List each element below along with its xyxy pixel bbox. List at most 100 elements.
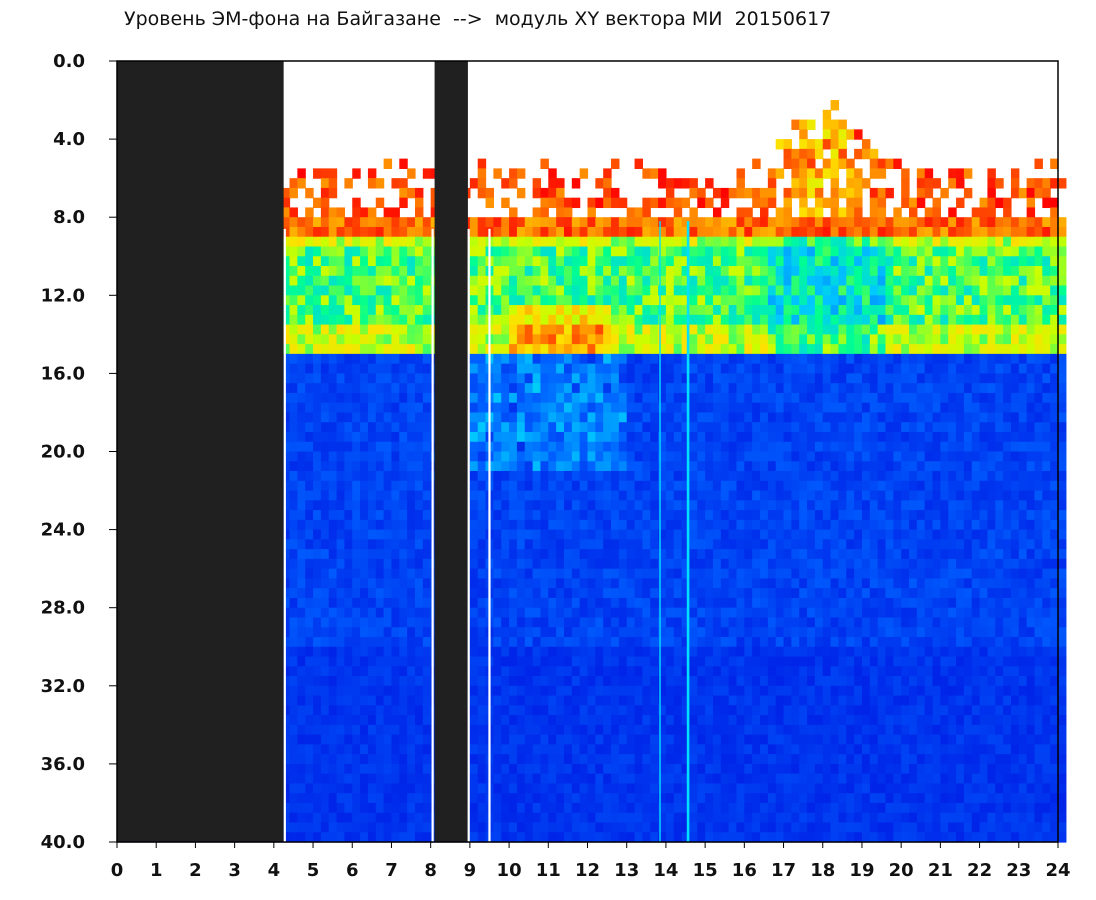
heatmap-cell	[532, 392, 542, 404]
heatmap-cell	[399, 744, 408, 755]
heatmap-cell	[352, 773, 361, 785]
heatmap-cell	[383, 480, 393, 492]
heatmap-cell	[407, 402, 416, 414]
heatmap-cell	[595, 363, 604, 374]
heatmap-cell	[665, 344, 675, 355]
heatmap-cell	[313, 236, 322, 248]
heatmap-cell	[360, 705, 369, 716]
heatmap-cell	[642, 246, 651, 257]
heatmap-cell	[618, 773, 628, 785]
heatmap-cell	[587, 744, 596, 755]
heatmap-cell	[344, 724, 353, 736]
heatmap-cell	[320, 568, 330, 580]
heatmap-cell	[352, 617, 361, 628]
heatmap-cell	[305, 344, 314, 355]
heatmap-cell	[422, 724, 432, 736]
heatmap-cell	[493, 558, 502, 570]
heatmap-cell	[603, 578, 612, 589]
heatmap-cell	[313, 324, 322, 335]
heatmap-cell	[650, 256, 659, 267]
heatmap-cell	[493, 607, 502, 619]
heatmap-cell	[681, 519, 691, 531]
heatmap-cell	[501, 344, 510, 355]
heatmap-cell	[563, 431, 573, 443]
heatmap-cell	[618, 256, 628, 267]
heatmap-cell	[524, 344, 534, 355]
heatmap-cell	[634, 353, 643, 365]
heatmap-cell	[540, 734, 549, 745]
heatmap-cell	[320, 539, 330, 550]
heatmap-cell	[587, 695, 596, 706]
heatmap-cell	[697, 783, 706, 794]
heatmap-cell	[626, 412, 636, 423]
heatmap-cell	[697, 412, 706, 423]
heatmap-cell	[367, 236, 377, 248]
heatmap-cell	[595, 422, 604, 433]
heatmap-cell	[665, 724, 675, 736]
heatmap-cell	[469, 617, 479, 628]
heatmap-cell	[414, 578, 424, 589]
heatmap-cell	[289, 715, 298, 726]
heatmap-cell	[501, 715, 510, 726]
heatmap-cell	[556, 431, 565, 443]
heatmap-cell	[697, 500, 706, 511]
heatmap-cell	[501, 529, 510, 540]
heatmap-cell	[673, 217, 683, 228]
heatmap-cell	[681, 588, 691, 599]
heatmap-cell	[603, 568, 612, 580]
heatmap-cell	[563, 578, 573, 589]
heatmap-cell	[477, 314, 487, 326]
heatmap-cell	[501, 266, 510, 277]
heatmap-cell	[407, 705, 416, 716]
heatmap-cell	[618, 607, 628, 619]
heatmap-cell	[399, 373, 408, 384]
heatmap-cell	[618, 490, 628, 501]
heatmap-cell	[344, 471, 353, 482]
heatmap-cell	[642, 715, 651, 726]
heatmap-cell	[328, 666, 338, 677]
heatmap-cell	[297, 256, 306, 267]
heatmap-cell	[532, 617, 542, 628]
heatmap-cell	[650, 363, 659, 374]
heatmap-cell	[407, 744, 416, 755]
heatmap-cell	[469, 734, 479, 745]
heatmap-cell	[658, 197, 667, 209]
heatmap-cell	[305, 431, 314, 443]
heatmap-cell	[320, 773, 330, 785]
heatmap-cell	[603, 295, 612, 306]
heatmap-cell	[414, 480, 424, 492]
heatmap-cell	[611, 578, 620, 589]
heatmap-cell	[634, 646, 643, 658]
heatmap-cell	[328, 754, 338, 765]
heatmap-cell	[297, 607, 306, 619]
heatmap-cell	[375, 471, 385, 482]
heatmap-cell	[320, 246, 330, 257]
heatmap-cell	[650, 344, 659, 355]
heatmap-cell	[587, 715, 596, 726]
heatmap-cell	[313, 217, 322, 228]
heatmap-cell	[563, 305, 573, 316]
heatmap-cell	[414, 802, 424, 814]
heatmap-cell	[344, 578, 353, 589]
heatmap-cell	[399, 539, 408, 550]
heatmap-cell	[367, 832, 377, 843]
heatmap-cell	[367, 685, 377, 697]
heatmap-cell	[556, 715, 565, 726]
heatmap-cell	[516, 685, 526, 697]
heatmap-cell	[681, 646, 691, 658]
heatmap-cell	[320, 666, 330, 677]
heatmap-cell	[642, 480, 651, 492]
heatmap-cell	[603, 656, 612, 667]
heatmap-cell	[407, 549, 416, 560]
heatmap-cell	[603, 588, 612, 599]
heatmap-cell	[571, 295, 581, 306]
heatmap-cell	[650, 822, 659, 833]
heatmap-cell	[556, 705, 565, 716]
heatmap-cell	[689, 500, 698, 511]
heatmap-cell	[328, 558, 338, 570]
heatmap-cell	[634, 344, 643, 355]
heatmap-cell	[524, 256, 534, 267]
heatmap-cell	[313, 226, 322, 238]
heatmap-cell	[391, 392, 400, 404]
heatmap-cell	[571, 285, 581, 296]
